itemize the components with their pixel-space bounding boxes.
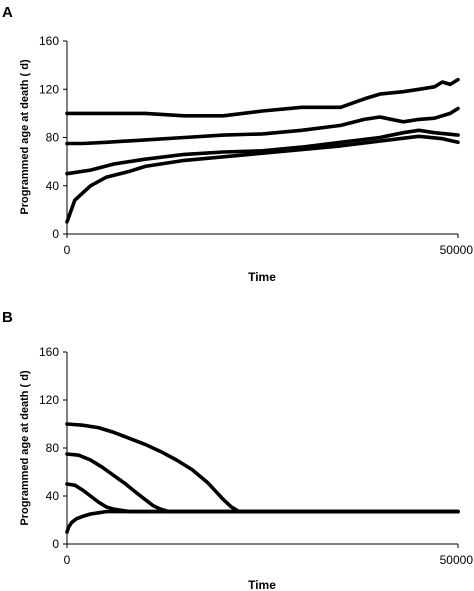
panel-b-y-axis-label: Programmed age at death ( d): [19, 370, 31, 526]
series-line-4: [65, 509, 460, 534]
panel-b-x-ticks: 0 50000: [64, 544, 474, 567]
panel-b-label: B: [2, 309, 13, 326]
y-tick-label: 160: [39, 34, 59, 48]
panel-a-x-ticks: 0 50000: [64, 234, 474, 257]
x-tick-label: 50000: [440, 243, 474, 257]
panel-b: B 0 40 80 120 160 0 50000 Programmed age at d…: [2, 309, 473, 591]
panel-a-y-axis-label: Programmed age at death ( d): [19, 59, 31, 215]
y-tick-label: 40: [46, 179, 60, 193]
x-tick-label: 0: [64, 243, 71, 257]
y-tick-label: 120: [39, 82, 59, 96]
panel-a: A 0 40 80 120 160 0 50000 Programmed age at d…: [2, 4, 473, 284]
y-tick-label: 160: [39, 345, 59, 359]
panel-a-series-group: [65, 77, 460, 224]
y-tick-label: 0: [52, 537, 59, 551]
series-line-3: [65, 482, 460, 514]
series-line-1: [65, 422, 460, 514]
y-tick-label: 40: [46, 489, 60, 503]
y-tick-label: 80: [46, 131, 60, 145]
panel-b-y-ticks: 0 40 80 120 160: [39, 345, 67, 551]
y-tick-label: 120: [39, 393, 59, 407]
panel-a-label: A: [2, 4, 13, 21]
panel-b-x-axis-label: Time: [248, 578, 276, 591]
series-line-2: [65, 106, 460, 146]
x-tick-label: 50000: [440, 553, 474, 567]
series-line-1: [65, 77, 460, 118]
y-tick-label: 0: [52, 227, 59, 241]
panel-b-series-group: [65, 422, 460, 534]
series-line-2: [65, 452, 460, 514]
y-tick-label: 80: [46, 441, 60, 455]
series-line-3: [65, 128, 460, 176]
panel-a-x-axis-label: Time: [248, 270, 276, 284]
x-tick-label: 0: [64, 553, 71, 567]
panel-a-y-ticks: 0 40 80 120 160: [39, 34, 67, 241]
series-line-4: [65, 134, 460, 224]
